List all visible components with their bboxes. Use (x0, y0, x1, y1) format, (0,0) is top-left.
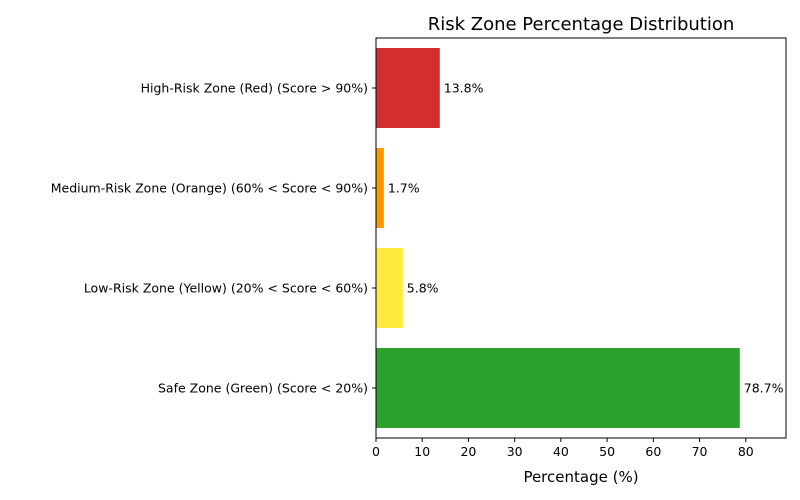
x-axis-label: Percentage (%) (523, 468, 638, 486)
plot-frame (375, 37, 787, 439)
data-label-1: 5.8% (407, 281, 439, 296)
bar-1 (376, 248, 403, 328)
bar-0 (376, 348, 740, 428)
x-tick-label-0: 0 (372, 444, 380, 459)
category-label-1: Low-Risk Zone (Yellow) (20% < Score < 60… (84, 281, 368, 296)
category-label-3: High-Risk Zone (Red) (Score > 90%) (141, 81, 368, 96)
x-tick-label-5: 50 (599, 444, 615, 459)
x-tick-label-3: 30 (507, 444, 523, 459)
x-tick-label-6: 60 (645, 444, 661, 459)
bar-3 (376, 48, 440, 128)
chart-title: Risk Zone Percentage Distribution (428, 14, 735, 35)
data-label-0: 78.7% (744, 381, 784, 396)
bar-2 (376, 148, 384, 228)
x-tick-label-4: 40 (553, 444, 569, 459)
data-label-3: 13.8% (444, 81, 484, 96)
x-tick-label-1: 10 (414, 444, 430, 459)
category-label-2: Medium-Risk Zone (Orange) (60% < Score <… (51, 181, 368, 196)
data-label-2: 1.7% (388, 181, 420, 196)
x-tick-label-8: 80 (738, 444, 754, 459)
x-tick-label-2: 20 (460, 444, 476, 459)
category-label-0: Safe Zone (Green) (Score < 20%) (158, 381, 368, 396)
x-tick-label-7: 70 (692, 444, 708, 459)
